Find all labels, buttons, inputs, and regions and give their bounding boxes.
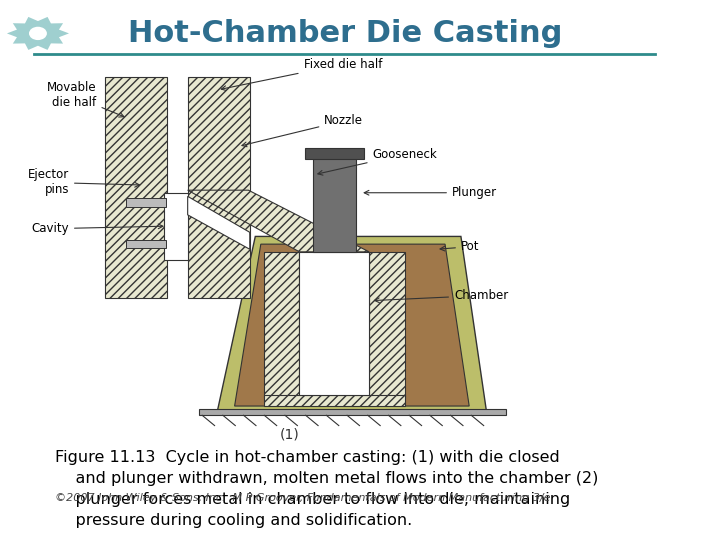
- Text: Hot-Chamber Die Casting: Hot-Chamber Die Casting: [128, 19, 562, 48]
- Text: Fixed die half: Fixed die half: [221, 58, 382, 91]
- Text: ©2007 John Wiley & Sons, Inc.  M P Groover, Fundamentals of Modern Manufacturing: ©2007 John Wiley & Sons, Inc. M P Groove…: [55, 492, 551, 503]
- Bar: [305, 148, 364, 159]
- Polygon shape: [7, 17, 69, 50]
- Text: Pot: Pot: [440, 240, 480, 253]
- Polygon shape: [217, 237, 487, 411]
- Text: Chamber: Chamber: [374, 289, 508, 302]
- Text: Cavity: Cavity: [32, 222, 163, 235]
- Bar: [126, 240, 166, 248]
- Bar: [105, 77, 167, 298]
- Polygon shape: [188, 197, 250, 249]
- Text: Movable
die half: Movable die half: [47, 81, 124, 117]
- Text: Figure 11.13  Cycle in hot‑chamber casting: (1) with die closed
    and plunger : Figure 11.13 Cycle in hot‑chamber castin…: [55, 450, 598, 528]
- Text: Ejector
pins: Ejector pins: [28, 168, 140, 197]
- Text: (1): (1): [280, 427, 300, 441]
- Polygon shape: [188, 190, 369, 252]
- Text: Gooseneck: Gooseneck: [318, 148, 437, 175]
- Polygon shape: [235, 244, 469, 406]
- Circle shape: [29, 26, 47, 40]
- Bar: [300, 252, 369, 395]
- Text: Plunger: Plunger: [364, 186, 497, 199]
- Bar: [264, 252, 300, 399]
- Bar: [312, 157, 356, 252]
- Bar: [126, 198, 166, 207]
- Bar: [369, 252, 405, 399]
- Text: Nozzle: Nozzle: [242, 114, 364, 147]
- Bar: [164, 193, 188, 260]
- Bar: [199, 409, 505, 415]
- Bar: [188, 77, 250, 298]
- Bar: [264, 395, 405, 406]
